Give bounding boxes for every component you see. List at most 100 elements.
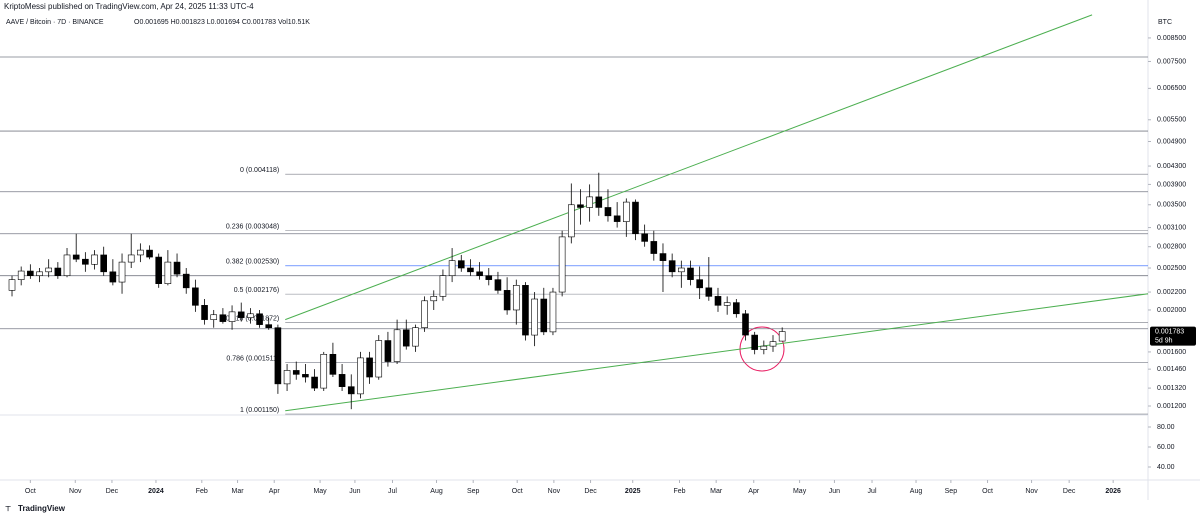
candle-body <box>302 374 309 378</box>
symbol: AAVE / Bitcoin · 7D · BINANCE <box>6 19 104 26</box>
x-tick-label: Jul <box>388 488 397 495</box>
candle-body <box>146 249 153 258</box>
candle-body <box>292 370 300 375</box>
candle-body <box>733 302 740 315</box>
x-tick-label: Aug <box>910 488 923 495</box>
candle-body <box>36 271 43 276</box>
x-tick-label: May <box>793 488 807 495</box>
y-tick-label: 0.002200 <box>1157 289 1186 296</box>
candle-body <box>531 298 538 336</box>
candle-body <box>687 267 694 280</box>
candle-body <box>623 201 630 222</box>
candle-body <box>678 267 685 273</box>
candle-body <box>567 204 575 238</box>
candle-body <box>494 279 502 291</box>
y-tick-label: 0.003100 <box>1157 224 1186 231</box>
candle-body <box>173 261 181 275</box>
candle-body <box>210 314 218 320</box>
x-tick-label: Mar <box>710 488 723 495</box>
y-tick-label: 0.004300 <box>1157 163 1186 170</box>
y-tick-label: 0.003900 <box>1157 181 1186 188</box>
fib-label: 0.618 (0.001872) <box>226 315 279 322</box>
candle-body <box>650 241 658 254</box>
countdown: 5d 9h <box>1155 337 1173 344</box>
candle-body <box>192 287 199 306</box>
y-tick-label: 0.007500 <box>1157 58 1186 65</box>
y2-tick-label: 80.00 <box>1157 424 1175 431</box>
candle-body <box>723 302 731 306</box>
x-tick-label: Nov <box>69 488 82 495</box>
candle-body <box>439 275 447 297</box>
candle-body <box>760 345 768 350</box>
candle-body <box>586 196 593 208</box>
candle-body <box>45 267 52 273</box>
candle-body <box>164 261 172 284</box>
y-tick-label: 0.001200 <box>1157 403 1186 410</box>
y-tick-label: 0.002000 <box>1157 307 1186 314</box>
candle-body <box>558 236 566 293</box>
x-tick-label: Feb <box>196 488 208 495</box>
candle-body <box>54 267 62 276</box>
fib-label: 1 (0.001150) <box>240 407 279 414</box>
fib-label: 0.236 (0.003048) <box>226 224 279 231</box>
x-tick-label: Sep <box>945 488 958 495</box>
candle-body <box>63 254 71 276</box>
y-tick-label: 0.001600 <box>1157 349 1186 356</box>
candle-body <box>476 271 483 276</box>
candle-body <box>347 386 355 395</box>
x-tick-label: Dec <box>1063 488 1076 495</box>
candle-body <box>118 261 126 283</box>
candle-body <box>512 285 520 311</box>
x-tick-label: 2025 <box>625 488 641 495</box>
candle-body <box>311 376 318 389</box>
candle-body <box>467 267 474 273</box>
candle-body <box>109 271 117 283</box>
x-tick-label: Apr <box>269 488 281 495</box>
candle-body <box>329 353 337 375</box>
fib-label: 0.5 (0.002176) <box>234 287 280 294</box>
ohlc-legend: O0.001695 H0.001823 L0.001694 C0.001783 … <box>134 19 310 26</box>
candle-body <box>595 196 603 208</box>
x-tick-label: Oct <box>25 488 36 495</box>
y-tick-label: 0.002800 <box>1157 244 1186 251</box>
candle-body <box>705 287 713 297</box>
candle-body <box>237 311 245 318</box>
candle-body <box>91 254 98 265</box>
y2-tick-label: 40.00 <box>1157 464 1175 471</box>
y-tick-label: 0.004900 <box>1157 138 1186 145</box>
candle-body <box>522 285 529 336</box>
y-tick-label: 0.005500 <box>1157 117 1186 124</box>
candle-body <box>127 254 135 263</box>
y-tick-label: 0.003500 <box>1157 202 1186 209</box>
trend-line <box>285 293 1149 412</box>
candle-body <box>17 270 25 280</box>
candle-body <box>155 256 163 284</box>
y-tick-label: 0.001460 <box>1157 366 1186 373</box>
candle-body <box>448 260 456 276</box>
candle-body <box>549 291 557 333</box>
candle-body <box>613 215 621 222</box>
x-tick-label: Feb <box>673 488 685 495</box>
candle-body <box>265 324 273 329</box>
candle-body <box>412 327 419 347</box>
candle-body <box>742 313 749 336</box>
candle-body <box>393 329 401 362</box>
candle-body <box>320 353 328 389</box>
fib-label: 0.786 (0.001511) <box>226 356 279 363</box>
candle-body <box>457 260 465 269</box>
candle-body <box>668 260 676 273</box>
candle-body <box>485 275 493 280</box>
candle-body <box>714 296 722 306</box>
x-tick-label: Mar <box>232 488 245 495</box>
currency: BTC <box>1158 19 1172 26</box>
x-tick-label: Nov <box>1025 488 1038 495</box>
candle-body <box>182 273 190 289</box>
candle-body <box>137 249 144 256</box>
x-tick-label: Aug <box>430 488 443 495</box>
candle-body <box>696 279 703 289</box>
candle-body <box>228 311 236 322</box>
candle-body <box>430 296 438 302</box>
y-tick-label: 0.002500 <box>1157 265 1186 272</box>
